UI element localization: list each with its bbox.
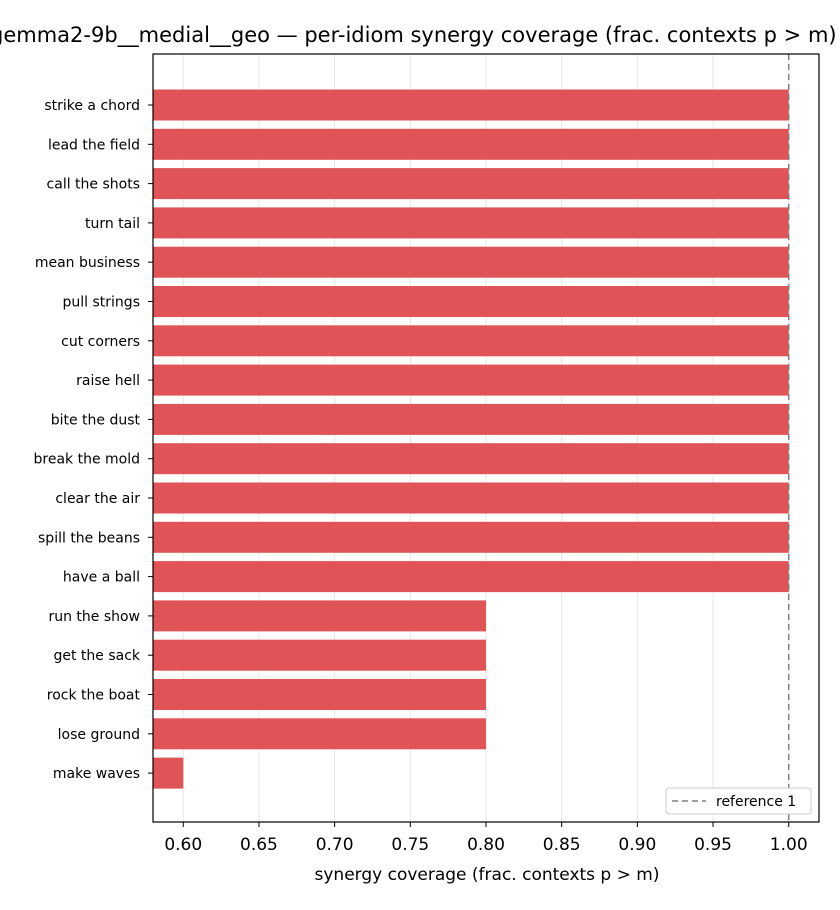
bar (153, 679, 486, 710)
x-tick-label: 0.70 (316, 835, 354, 855)
bar (153, 246, 789, 278)
y-tick-label: raise hell (76, 373, 140, 389)
y-tick-label: strike a chord (44, 98, 140, 114)
bar (153, 443, 789, 475)
bars (153, 89, 789, 789)
y-tick-label: have a ball (63, 570, 140, 586)
bar (153, 403, 789, 435)
bar (153, 600, 486, 632)
x-tick-label: 0.90 (618, 835, 656, 855)
legend-reference-label: reference 1 (716, 794, 796, 810)
bar (153, 128, 789, 160)
y-tick-label: clear the air (55, 491, 140, 507)
legend-box (665, 787, 812, 815)
bar (153, 482, 789, 514)
x-axis: 0.60 0.65 0.70 0.75 0.80 0.85 0.90 0.95 1.00 (164, 822, 808, 855)
x-axis-label: synergy coverage (frac. contexts p > m) (315, 865, 660, 885)
y-tick-label: lose ground (58, 727, 140, 743)
x-tick-label: 0.80 (467, 835, 505, 855)
y-tick-label: make waves (53, 766, 140, 782)
y-tick-label: turn tail (85, 216, 140, 232)
bar (153, 89, 789, 121)
y-axis: strike a chord lead the field call the sho… (34, 98, 153, 782)
y-tick-label: bite the dust (51, 412, 141, 428)
x-tick-label: 1.00 (770, 835, 808, 855)
y-tick-label: lead the field (48, 137, 140, 153)
y-tick-label: mean business (35, 255, 140, 271)
x-tick-label: 0.85 (543, 835, 581, 855)
y-tick-label: cut corners (61, 334, 140, 350)
x-tick-label: 0.95 (694, 835, 732, 855)
y-tick-label: pull strings (63, 295, 140, 311)
bar (153, 718, 486, 750)
y-tick-label: run the show (48, 609, 140, 625)
bar (153, 639, 486, 671)
y-tick-label: spill the beans (38, 530, 140, 546)
y-tick-label: break the mold (34, 452, 141, 468)
x-tick-label: 0.75 (391, 835, 429, 855)
bar (153, 207, 789, 239)
y-tick-label: rock the boat (47, 688, 141, 704)
bar (153, 521, 789, 553)
x-tick-label: 0.65 (240, 835, 278, 855)
y-tick-label: call the shots (47, 177, 140, 193)
bar (153, 757, 184, 789)
x-tick-label: 0.60 (164, 835, 202, 855)
bar (153, 325, 789, 357)
bar (153, 561, 789, 593)
bar (153, 168, 789, 200)
chart-title: gemma2-9b__medial__geo — per-idiom syner… (0, 23, 837, 48)
bar (153, 286, 789, 317)
y-tick-label: get the sack (53, 648, 140, 664)
bar (153, 364, 789, 396)
legend: reference 1 (665, 787, 812, 815)
